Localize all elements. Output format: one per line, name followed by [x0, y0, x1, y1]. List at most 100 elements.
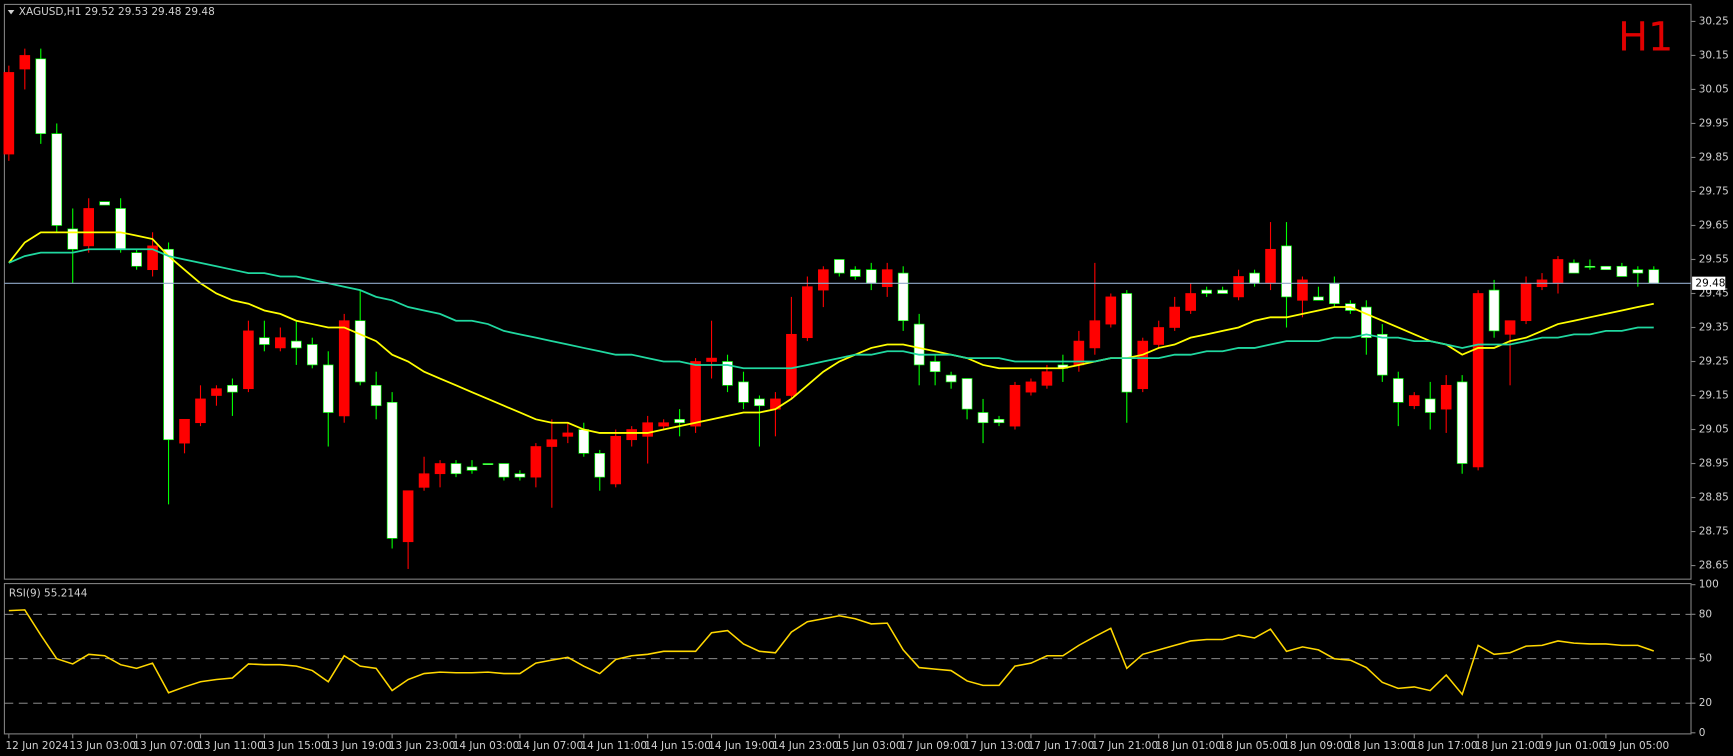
y-tick-label: 80	[1699, 608, 1712, 620]
candle-body	[1153, 327, 1165, 345]
main-panel	[3, 3, 1692, 580]
candle-body	[1424, 398, 1436, 413]
y-tick-label: 28.85	[1699, 492, 1729, 504]
y-tick-label: 29.35	[1699, 321, 1729, 333]
candle-body	[243, 330, 254, 390]
candle-body	[834, 259, 845, 274]
candle-body	[1297, 279, 1308, 301]
candle-body	[338, 320, 350, 417]
candle-body	[578, 429, 590, 454]
candle-body	[1169, 306, 1180, 328]
candle-body	[466, 466, 478, 471]
x-tick-label: 18 Jun 05:00	[1219, 740, 1286, 752]
candle-body	[1217, 289, 1228, 294]
candle-body	[1648, 269, 1660, 284]
y-tick-label: 28.75	[1699, 526, 1729, 538]
candle-body	[99, 201, 110, 206]
menu-triangle[interactable]	[7, 9, 15, 15]
x-tick-label: 17 Jun 21:00	[1092, 740, 1159, 752]
candle-body	[259, 337, 270, 345]
candle-body	[418, 473, 430, 488]
candle-body	[322, 364, 334, 413]
candle-body	[1201, 289, 1212, 294]
candle-body	[546, 439, 558, 447]
x-tick-label: 18 Jun 01:00	[1155, 740, 1222, 752]
candle-body	[1408, 395, 1420, 407]
candle-body	[1377, 333, 1388, 376]
candle-body	[19, 55, 31, 70]
y-tick-label: 29.25	[1699, 356, 1729, 368]
y-tick-label: 0	[1699, 727, 1706, 739]
candle-body	[3, 72, 15, 155]
candle-body	[865, 269, 877, 284]
candle-body	[147, 245, 158, 271]
y-tick-label: 29.75	[1699, 185, 1729, 197]
candle-body	[738, 381, 749, 403]
y-tick-label: 20	[1699, 697, 1712, 709]
y-tick-label: 29.15	[1699, 390, 1729, 402]
x-tick-label: 15 Jun 03:00	[836, 740, 903, 752]
candle-body	[1472, 293, 1484, 468]
moving-average	[8, 248, 1654, 370]
x-tick-label: 17 Jun 09:00	[900, 740, 967, 752]
x-tick-label: 13 Jun 11:00	[197, 740, 264, 752]
candle-body	[1265, 248, 1276, 284]
y-tick-label: 29.45	[1699, 287, 1729, 299]
candle-body	[802, 286, 813, 339]
candle-body	[1552, 259, 1564, 284]
candle-body	[1009, 384, 1021, 427]
candle-body	[179, 418, 190, 444]
y-tick-label: 50	[1699, 653, 1712, 665]
candle-body	[1568, 262, 1580, 274]
y-tick-label: 30.15	[1699, 49, 1729, 61]
x-tick-label: 19 Jun 01:00	[1539, 740, 1606, 752]
candle-body	[1089, 320, 1101, 349]
candle-body	[386, 401, 398, 539]
y-tick-label: 28.65	[1699, 560, 1729, 572]
candle-body	[1105, 296, 1117, 325]
y-tick-label: 100	[1699, 579, 1719, 591]
candle-body	[1313, 296, 1324, 301]
candle-body	[1584, 265, 1596, 268]
candle-body	[227, 384, 238, 393]
y-tick-label: 29.95	[1699, 117, 1729, 129]
candle-body	[1488, 289, 1500, 332]
y-tick-label: 29.85	[1699, 151, 1729, 163]
candle-body	[945, 374, 957, 383]
candle-body	[131, 252, 142, 267]
candle-body	[594, 452, 606, 478]
candle-body	[402, 490, 414, 543]
moving-average	[8, 231, 1654, 434]
candle-body	[1137, 340, 1149, 390]
candle-body	[195, 398, 206, 424]
x-tick-label: 13 Jun 15:00	[261, 740, 328, 752]
candle-body	[275, 337, 286, 349]
x-tick-label: 14 Jun 15:00	[644, 740, 711, 752]
candle-body	[849, 269, 861, 277]
candle-body	[354, 320, 366, 383]
x-tick-label: 14 Jun 23:00	[772, 740, 839, 752]
candle-body	[674, 418, 685, 424]
chart-title: XAGUSD,H1 29.52 29.53 29.48 29.48	[19, 6, 215, 18]
candle-body	[754, 398, 765, 407]
rsi-title: RSI(9) 55.2144	[9, 588, 88, 600]
last-price-label: 29.48	[1695, 277, 1725, 289]
candle-body	[450, 463, 462, 475]
candle-body	[786, 333, 797, 396]
candle-body	[642, 422, 653, 437]
x-tick-label: 13 Jun 07:00	[133, 740, 200, 752]
candle-body	[1456, 381, 1468, 464]
candle-body	[913, 323, 925, 366]
candle-body	[1392, 378, 1404, 403]
candle-body	[514, 473, 526, 478]
y-tick-label: 29.55	[1699, 253, 1729, 265]
candle-body	[1632, 269, 1644, 274]
candle-body	[530, 446, 542, 478]
candle-body	[370, 384, 382, 407]
x-tick-label: 14 Jun 11:00	[580, 740, 647, 752]
x-tick-label: 17 Jun 13:00	[964, 740, 1031, 752]
candle-body	[993, 418, 1005, 424]
candle-body	[1361, 306, 1372, 339]
candle-body	[1616, 265, 1628, 277]
